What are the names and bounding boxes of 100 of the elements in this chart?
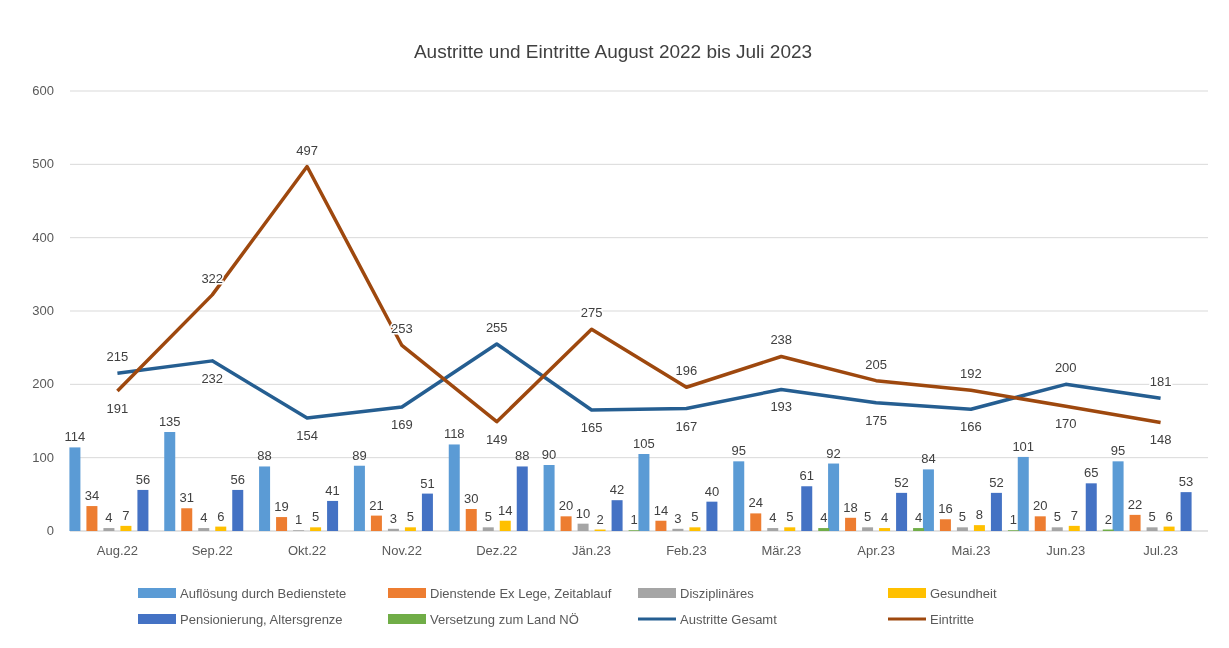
data-label: 42 bbox=[609, 482, 625, 498]
data-label: 56 bbox=[230, 471, 245, 487]
data-label: 8 bbox=[975, 507, 984, 523]
data-label: 5 bbox=[786, 509, 794, 525]
data-label: 4 bbox=[880, 510, 889, 526]
data-label: 167 bbox=[675, 418, 698, 434]
data-label: 52 bbox=[894, 474, 909, 490]
legend-label: Gesundheit bbox=[930, 586, 997, 601]
y-tick-label: 0 bbox=[46, 523, 54, 538]
data-label: 6 bbox=[217, 508, 225, 524]
bar bbox=[879, 528, 891, 531]
bar bbox=[215, 526, 227, 531]
data-label: 20 bbox=[558, 498, 574, 514]
bar bbox=[767, 528, 779, 531]
data-label: 135 bbox=[158, 414, 181, 429]
bar bbox=[818, 528, 830, 531]
bar bbox=[86, 506, 98, 531]
bar bbox=[276, 517, 288, 531]
data-label: 16 bbox=[938, 501, 953, 517]
bar bbox=[845, 517, 857, 531]
data-label: 24 bbox=[748, 495, 763, 511]
bar bbox=[922, 469, 934, 531]
bar bbox=[1112, 461, 1124, 531]
bar bbox=[862, 527, 874, 531]
data-label: 14 bbox=[653, 502, 669, 518]
data-label: 30 bbox=[464, 491, 479, 506]
bar bbox=[956, 527, 968, 531]
bar bbox=[482, 527, 494, 531]
data-label: 84 bbox=[921, 451, 936, 467]
bar bbox=[784, 527, 796, 531]
bar bbox=[198, 528, 210, 531]
bar bbox=[896, 492, 908, 531]
data-label: 105 bbox=[633, 436, 655, 451]
data-label: 90 bbox=[541, 447, 557, 462]
bar bbox=[465, 509, 477, 531]
bar bbox=[1085, 483, 1097, 531]
data-label: 5 bbox=[484, 509, 492, 525]
data-label: 118 bbox=[443, 426, 465, 442]
legend-label: Pensionierung, Altersgrenze bbox=[180, 612, 343, 627]
x-tick-label: Jun.23 bbox=[1046, 543, 1086, 558]
x-tick-label: Feb.23 bbox=[666, 543, 707, 558]
data-label: 52 bbox=[989, 474, 1004, 490]
data-label: 88 bbox=[515, 448, 530, 464]
bar bbox=[353, 465, 365, 531]
data-label: 34 bbox=[84, 488, 100, 504]
x-tick-label: Jul.23 bbox=[1143, 543, 1178, 558]
bar bbox=[1129, 514, 1141, 531]
data-label: 175 bbox=[865, 412, 887, 428]
data-label: 1 bbox=[1009, 512, 1018, 528]
data-label: 114 bbox=[64, 429, 86, 445]
data-label: 4 bbox=[769, 510, 777, 526]
bar bbox=[655, 520, 667, 531]
bar bbox=[1034, 516, 1046, 531]
data-label: 40 bbox=[704, 483, 720, 499]
data-label: 95 bbox=[731, 443, 746, 459]
data-label: 92 bbox=[826, 445, 841, 461]
bar bbox=[1163, 526, 1175, 531]
bar bbox=[499, 520, 511, 531]
data-label: 21 bbox=[369, 497, 384, 513]
legend-label: Auflösung durch Bedienstete bbox=[180, 586, 347, 601]
data-label: 20 bbox=[1033, 498, 1048, 514]
x-tick-label: Okt.22 bbox=[287, 543, 327, 558]
data-label: 255 bbox=[485, 320, 508, 335]
data-label: 149 bbox=[485, 431, 508, 447]
x-tick-label: Apr.23 bbox=[857, 543, 895, 558]
data-label: 3 bbox=[674, 510, 682, 526]
data-label: 61 bbox=[799, 468, 814, 484]
bar bbox=[1146, 527, 1158, 531]
bar bbox=[120, 525, 132, 531]
bar bbox=[913, 528, 925, 531]
y-tick-label: 400 bbox=[32, 229, 54, 245]
bar bbox=[327, 500, 339, 531]
data-label: 88 bbox=[257, 448, 272, 464]
bar bbox=[181, 508, 193, 531]
data-label: 232 bbox=[201, 370, 224, 386]
bar bbox=[611, 500, 623, 531]
data-label: 192 bbox=[960, 366, 982, 382]
data-label: 191 bbox=[106, 400, 129, 416]
data-label: 65 bbox=[1084, 465, 1099, 481]
data-label: 89 bbox=[352, 447, 367, 463]
data-label: 148 bbox=[1149, 432, 1172, 448]
y-tick-label: 100 bbox=[32, 449, 54, 465]
bar bbox=[973, 525, 985, 531]
bar bbox=[310, 527, 322, 531]
data-label: 1 bbox=[294, 512, 303, 528]
bar bbox=[387, 528, 399, 531]
y-tick-label: 500 bbox=[32, 156, 54, 172]
x-tick-label: Mai.23 bbox=[951, 543, 991, 558]
data-label: 5 bbox=[958, 509, 967, 525]
bar bbox=[404, 527, 416, 531]
bar bbox=[672, 528, 684, 531]
bar bbox=[801, 486, 813, 531]
data-label: 5 bbox=[311, 509, 320, 525]
data-label: 166 bbox=[960, 419, 982, 435]
data-label: 22 bbox=[1127, 496, 1143, 512]
bar bbox=[638, 454, 650, 531]
bar bbox=[706, 501, 718, 531]
data-label: 165 bbox=[580, 420, 603, 435]
data-label: 205 bbox=[865, 356, 887, 372]
bar bbox=[750, 513, 762, 531]
